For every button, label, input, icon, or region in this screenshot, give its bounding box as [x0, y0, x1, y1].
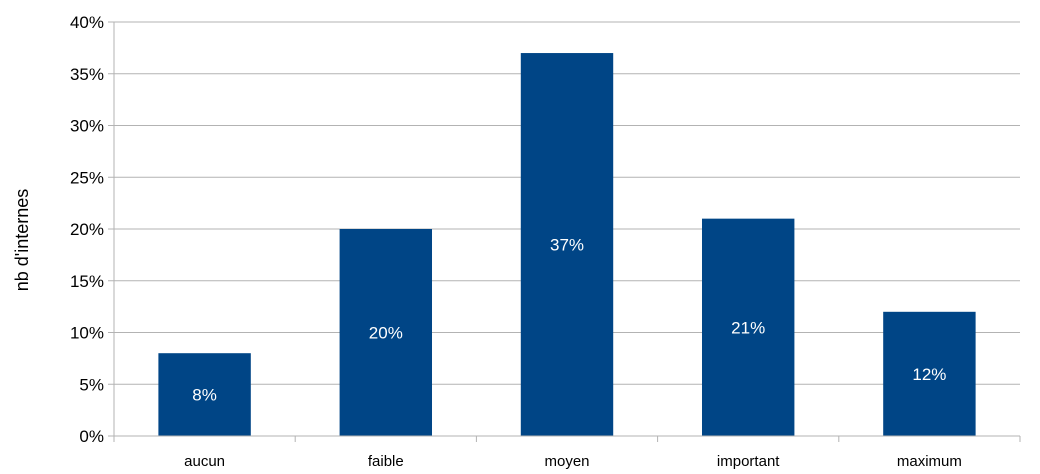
- bar-faible: [339, 229, 433, 436]
- data-label: 12%: [912, 365, 946, 384]
- x-tick-label: faible: [368, 453, 404, 470]
- bar-moyen: [520, 53, 614, 437]
- data-label: 8%: [192, 386, 217, 405]
- y-axis-title: nb d'internes: [12, 189, 32, 292]
- data-label: 21%: [731, 318, 765, 337]
- y-tick-label: 40%: [70, 13, 104, 32]
- y-tick-label: 20%: [70, 220, 104, 239]
- x-tick-label: moyen: [544, 453, 589, 470]
- y-tick-label: 35%: [70, 65, 104, 84]
- y-tick-label: 10%: [70, 324, 104, 343]
- x-axis-tick-labels: aucun faible moyen important maximum: [184, 453, 962, 470]
- y-tick-label: 15%: [70, 272, 104, 291]
- data-labels: 8% 20% 37% 21% 12%: [192, 236, 946, 405]
- y-tick-label: 0%: [79, 427, 104, 446]
- y-tick-label: 25%: [70, 168, 104, 187]
- bar-aucun: [158, 353, 251, 436]
- bars: [158, 53, 976, 437]
- x-tick-label: important: [717, 453, 780, 470]
- y-tick-label: 30%: [70, 117, 104, 136]
- data-label: 20%: [369, 324, 403, 343]
- axes: [113, 22, 1021, 442]
- y-axis-tick-labels: 0% 5% 10% 15% 20% 25% 30% 35% 40%: [70, 13, 104, 446]
- x-tick-label: aucun: [184, 453, 225, 470]
- bar-maximum: [883, 311, 976, 436]
- bar-important: [701, 218, 795, 436]
- x-tick-label: maximum: [897, 453, 962, 470]
- data-label: 37%: [550, 236, 584, 255]
- y-tick-label: 5%: [79, 375, 104, 394]
